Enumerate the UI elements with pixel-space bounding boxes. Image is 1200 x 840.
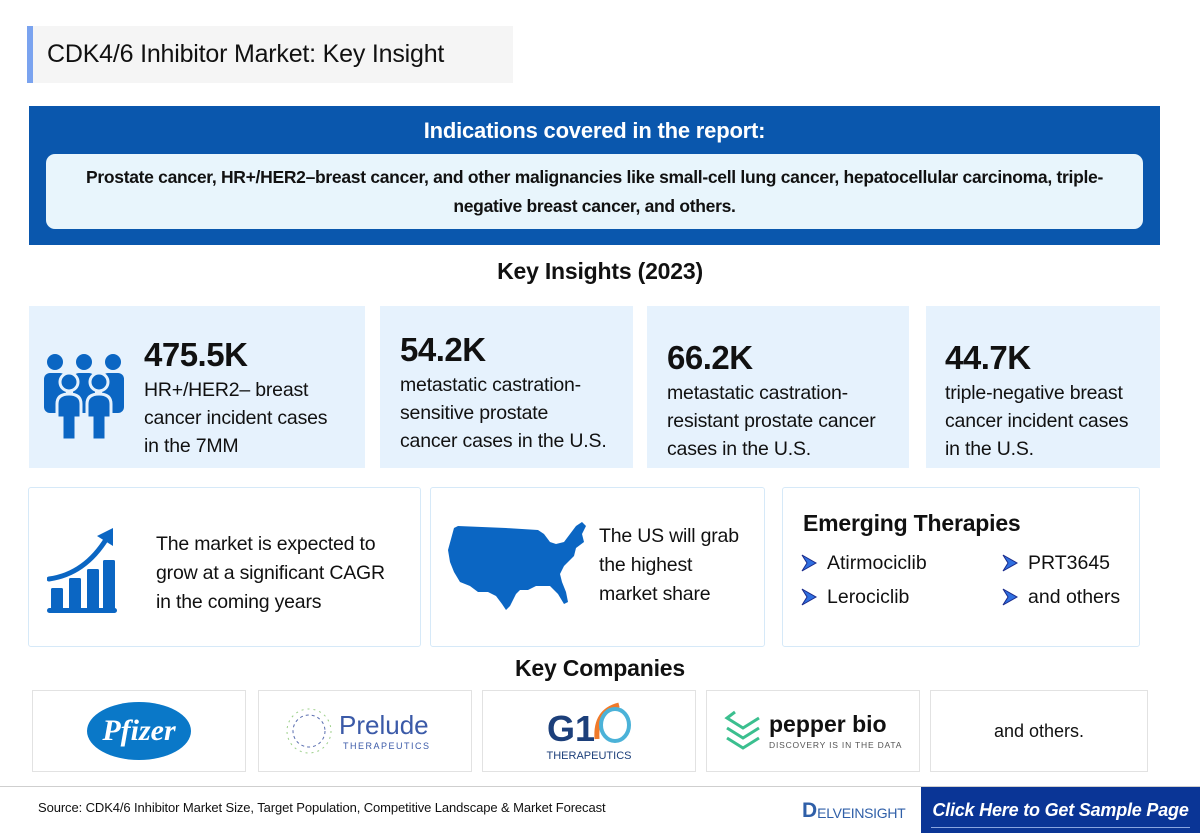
stat-card-mcrpc: 66.2K metastatic castration- resistant p… [647, 306, 909, 468]
stat-card-breast-cancer: 475.5K HR+/HER2– breast cancer incident … [29, 306, 365, 468]
company-logo-pepper-bio: pepper bio DISCOVERY IS IN THE DATA [706, 690, 920, 772]
source-text: Source: CDK4/6 Inhibitor Market Size, Ta… [38, 800, 606, 815]
pfizer-logo-icon: Pfizer [87, 702, 191, 760]
delveinsight-logo-mark: D [802, 799, 818, 822]
market-growth-text: The market is expected to grow at a sign… [156, 533, 385, 613]
pepper-bio-logo-icon: pepper bio DISCOVERY IS IN THE DATA [724, 710, 902, 750]
therapy-item: Lerociclib [801, 582, 909, 612]
stat-description: metastatic castration- sensitive prostat… [400, 374, 607, 452]
stat-description: triple-negative breast cancer incident c… [945, 382, 1129, 460]
us-map-icon [448, 522, 586, 610]
stat-value: 44.7K [945, 339, 1031, 376]
indications-heading: Indications covered in the report: [423, 118, 766, 143]
people-group-icon [44, 354, 124, 442]
g1-logo-icon: G1 THERAPEUTICS [547, 702, 632, 762]
stat-description: metastatic castration- resistant prostat… [667, 382, 876, 460]
delveinsight-logo-text: ELVEINSIGHT [817, 805, 906, 821]
key-companies-heading: Key Companies [515, 655, 685, 681]
growth-chart-icon [47, 528, 117, 613]
svg-text:THERAPEUTICS: THERAPEUTICS [547, 750, 632, 762]
page-title: CDK4/6 Inhibitor Market: Key Insight [47, 40, 445, 68]
stat-card-mcspc: 54.2K metastatic castration- sensitive p… [380, 306, 633, 468]
emerging-therapies-title: Emerging Therapies [803, 510, 1021, 536]
svg-text:DISCOVERY IS IN THE DATA: DISCOVERY IS IN THE DATA [769, 740, 902, 750]
us-share-text: The US will grab the highest market shar… [599, 525, 739, 605]
indications-text: Prostate cancer, HR+/HER2–breast cancer,… [85, 166, 1103, 216]
svg-text:Prelude: Prelude [339, 710, 429, 740]
company-logo-g1: G1 THERAPEUTICS [482, 690, 696, 772]
svg-text:THERAPEUTICS: THERAPEUTICS [343, 741, 431, 751]
prelude-logo-icon: Prelude THERAPEUTICS [286, 708, 431, 754]
delveinsight-logo: D ELVEINSIGHT [802, 799, 906, 822]
company-others: and others. [930, 690, 1148, 772]
emerging-therapies-card: Emerging Therapies Atirmociclib PRT3645 … [782, 487, 1140, 647]
indications-box: Prostate cancer, HR+/HER2–breast cancer,… [46, 154, 1143, 229]
stat-card-tnbc: 44.7K triple-negative breast cancer inci… [926, 306, 1160, 468]
stat-value: 66.2K [667, 339, 753, 376]
chevron-right-icon [801, 588, 817, 606]
chevron-right-icon [801, 554, 817, 572]
stat-value: 475.5K [144, 336, 248, 373]
market-growth-card: The market is expected to grow at a sign… [28, 487, 421, 647]
therapy-item: PRT3645 [1002, 548, 1110, 578]
get-sample-page-button[interactable]: Click Here to Get Sample Page [921, 787, 1200, 833]
therapy-item: and others [1002, 582, 1120, 612]
svg-text:G1: G1 [547, 708, 595, 749]
page-title-bar: CDK4/6 Inhibitor Market: Key Insight [27, 26, 513, 83]
therapy-item: Atirmociclib [801, 548, 927, 578]
company-logo-pfizer: Pfizer [32, 690, 246, 772]
chevron-right-icon [1002, 554, 1018, 572]
company-logo-prelude: Prelude THERAPEUTICS [258, 690, 472, 772]
stat-description: HR+/HER2– breast cancer incident cases i… [144, 379, 328, 457]
stat-value: 54.2K [400, 331, 486, 368]
key-insights-heading: Key Insights (2023) [497, 258, 703, 284]
svg-text:pepper bio: pepper bio [769, 711, 887, 737]
indications-panel: Indications covered in the report: Prost… [29, 106, 1160, 245]
svg-text:Pfizer: Pfizer [101, 714, 176, 747]
chevron-right-icon [1002, 588, 1018, 606]
us-market-share-card: The US will grab the highest market shar… [430, 487, 765, 647]
footer-divider [0, 786, 1200, 787]
